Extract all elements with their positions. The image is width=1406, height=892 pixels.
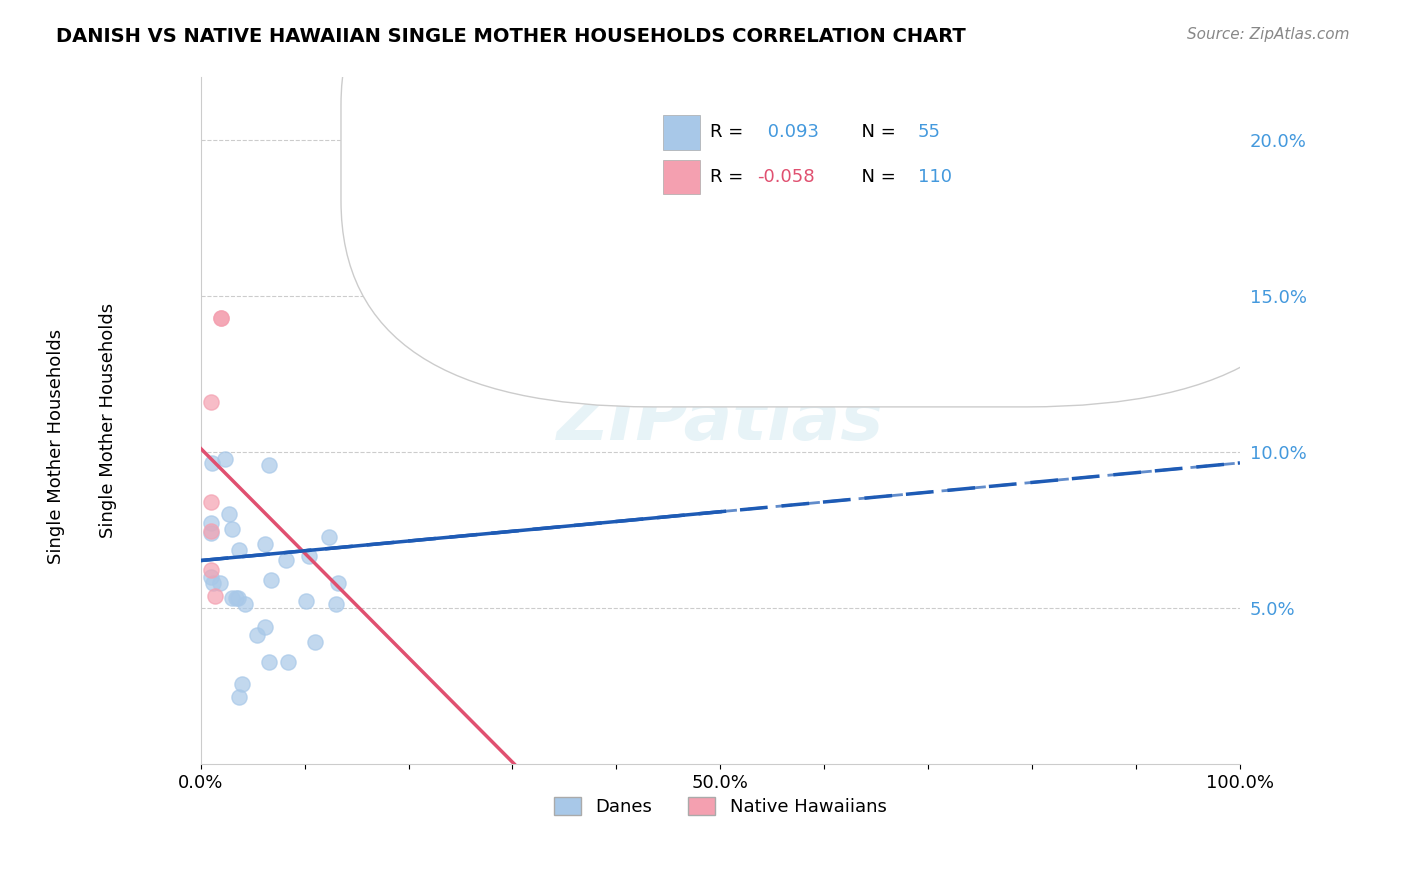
- Danes: [295, 594, 318, 608]
- Danes: [200, 526, 222, 541]
- Danes: [254, 537, 277, 551]
- Danes: [233, 597, 256, 611]
- FancyBboxPatch shape: [342, 0, 1339, 407]
- Text: ZIPatlas: ZIPatlas: [557, 386, 884, 455]
- Text: -0.058: -0.058: [756, 168, 814, 186]
- Danes: [304, 635, 326, 649]
- Bar: [664, 115, 700, 150]
- Danes: [228, 690, 250, 704]
- Danes: [225, 591, 247, 605]
- Danes: [277, 655, 299, 669]
- Text: 0.093: 0.093: [762, 123, 818, 141]
- Text: 55: 55: [918, 123, 941, 141]
- Danes: [259, 574, 281, 588]
- Danes: [298, 549, 321, 563]
- Native Hawaiians: [200, 395, 222, 409]
- Native Hawaiians: [200, 495, 222, 509]
- Text: Source: ZipAtlas.com: Source: ZipAtlas.com: [1187, 27, 1350, 42]
- Native Hawaiians: [200, 563, 222, 577]
- Danes: [231, 677, 253, 691]
- Y-axis label: Single Mother Households: Single Mother Households: [100, 303, 117, 538]
- Native Hawaiians: [204, 589, 226, 603]
- Danes: [221, 591, 243, 606]
- Danes: [200, 516, 222, 530]
- Danes: [326, 575, 349, 590]
- Danes: [226, 591, 249, 605]
- Text: 110: 110: [918, 168, 952, 186]
- Danes: [318, 530, 340, 544]
- Danes: [208, 575, 231, 590]
- Native Hawaiians: [211, 310, 233, 325]
- Danes: [202, 576, 225, 591]
- Danes: [257, 458, 280, 472]
- Danes: [481, 179, 503, 194]
- Danes: [254, 620, 277, 634]
- Danes: [274, 553, 297, 567]
- Bar: [664, 160, 700, 194]
- Danes: [201, 456, 224, 470]
- Text: Single Mother Households: Single Mother Households: [48, 328, 65, 564]
- Legend: Danes, Native Hawaiians: Danes, Native Hawaiians: [547, 789, 894, 823]
- Text: N =: N =: [851, 168, 901, 186]
- Native Hawaiians: [200, 524, 222, 539]
- Danes: [246, 628, 269, 642]
- Danes: [200, 569, 222, 583]
- Danes: [221, 522, 243, 536]
- Danes: [214, 451, 236, 466]
- Danes: [481, 179, 503, 194]
- Danes: [325, 597, 347, 611]
- Text: R =: R =: [710, 168, 749, 186]
- Text: DANISH VS NATIVE HAWAIIAN SINGLE MOTHER HOUSEHOLDS CORRELATION CHART: DANISH VS NATIVE HAWAIIAN SINGLE MOTHER …: [56, 27, 966, 45]
- Danes: [257, 655, 280, 669]
- Danes: [218, 507, 240, 521]
- Text: R =: R =: [710, 123, 749, 141]
- Text: N =: N =: [851, 123, 901, 141]
- Danes: [228, 542, 250, 557]
- Native Hawaiians: [211, 310, 233, 325]
